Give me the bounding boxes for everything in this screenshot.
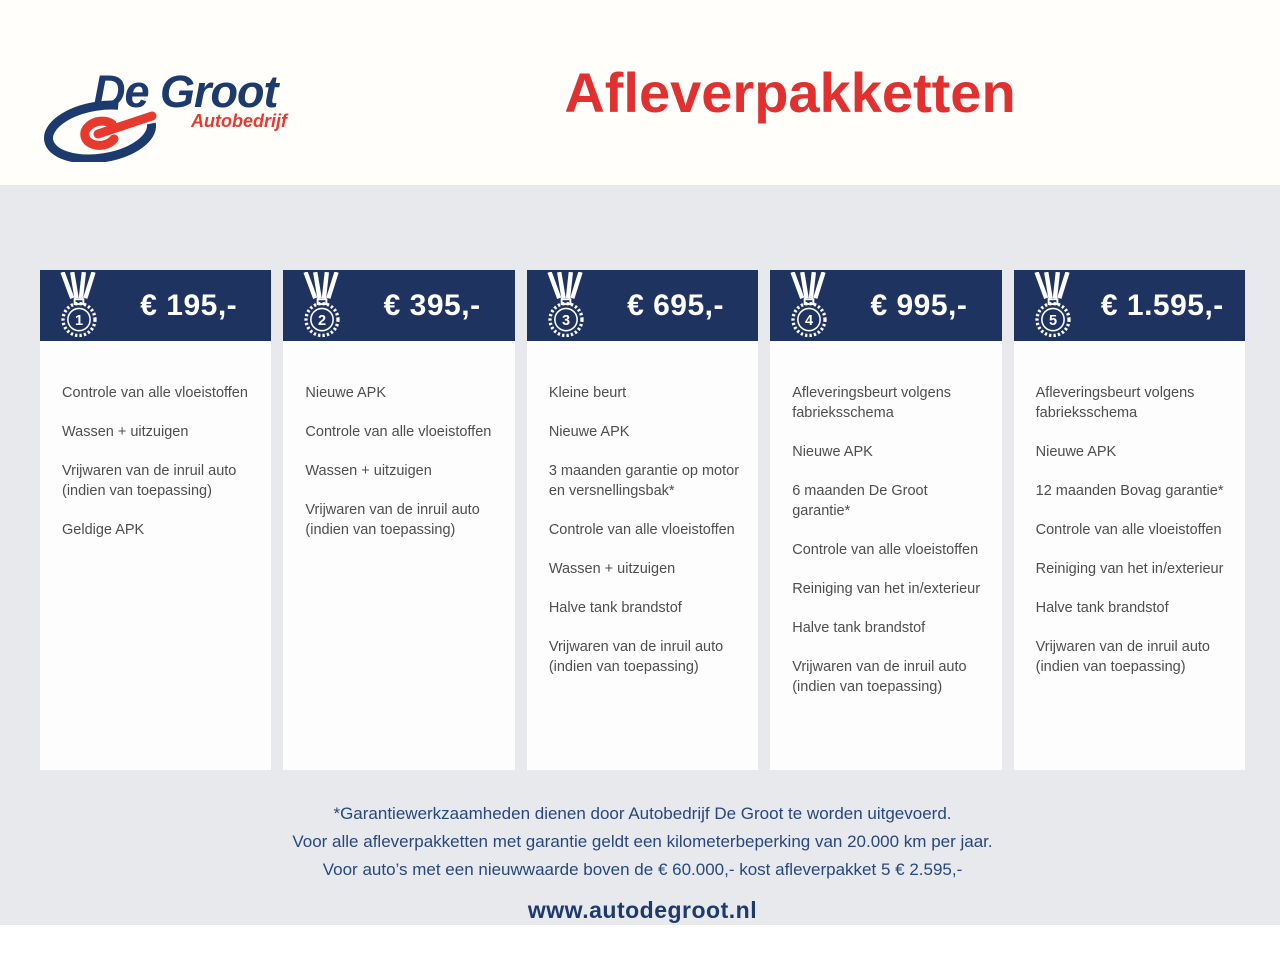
- package-header: 1 € 195,-: [40, 270, 272, 341]
- package-card-4: 4 € 995,- Afleveringsbeurt volgens fabriek…: [770, 270, 1002, 770]
- package-item: Reiniging van het in/exterieur: [1035, 561, 1224, 577]
- package-card-3: 3 € 695,- Kleine beurt Nieuwe APK 3 maanden …: [526, 270, 759, 770]
- package-item: Afleveringsbeurt volgens fabrieksschema: [1035, 385, 1195, 421]
- medal-number: 2: [318, 312, 326, 328]
- package-item: Nieuwe APK: [1035, 444, 1117, 460]
- medal-icon: 5: [1034, 271, 1071, 337]
- package-item: 3 maanden garantie op motor en versnelli…: [548, 463, 740, 499]
- package-price: € 995,-: [870, 288, 968, 322]
- medal-number: 5: [1049, 312, 1057, 328]
- package-items: Kleine beurt Nieuwe APK 3 maanden garantie…: [526, 341, 759, 770]
- package-item: 6 maanden De Groot garantie*: [792, 483, 928, 519]
- header: De Groot Autobedrijf Afleverpakketten: [0, 0, 1280, 185]
- package-item: Geldige APK: [62, 522, 145, 538]
- package-price: € 395,-: [383, 288, 481, 322]
- package-item: Wassen + uitzuigen: [305, 463, 432, 479]
- package-card-2: 2 € 395,- Nieuwe APK Controle van alle vloe…: [283, 270, 515, 770]
- logo: De Groot Autobedrijf: [0, 0, 300, 185]
- package-item: Afleveringsbeurt volgens fabrieksschema: [792, 385, 952, 421]
- packages-section: 1 € 195,- Controle van alle vloeistoffen Wa…: [0, 185, 1280, 925]
- package-item: Halve tank brandstof: [1035, 600, 1169, 616]
- package-header: 5 € 1.595,-: [1013, 270, 1246, 341]
- package-item: Vrijwaren van de inruil auto (indien van…: [548, 639, 724, 675]
- package-item: Controle van alle vloeistoffen: [305, 424, 492, 440]
- page-title: Afleverpakketten: [564, 61, 1016, 124]
- medal-icon: 3: [547, 271, 584, 337]
- package-item: Wassen + uitzuigen: [62, 424, 189, 440]
- package-item: Controle van alle vloeistoffen: [62, 385, 248, 401]
- package-item: Vrijwaren van de inruil auto (indien van…: [792, 659, 967, 695]
- bottom-band: [0, 925, 1280, 960]
- package-header: 3 € 695,-: [526, 270, 759, 341]
- package-item: Nieuwe APK: [548, 424, 630, 440]
- package-item: Controle van alle vloeistoffen: [548, 522, 735, 538]
- package-items: Controle van alle vloeistoffen Wassen + u…: [40, 341, 272, 770]
- footnote-line: Voor auto’s met een nieuwwaarde boven de…: [322, 860, 963, 879]
- package-item: Nieuwe APK: [305, 385, 387, 401]
- logo-swoosh-icon: [43, 100, 157, 162]
- medal-number: 1: [75, 312, 83, 328]
- package-card-1: 1 € 195,- Controle van alle vloeistoffen Wa…: [40, 270, 272, 770]
- medal-number: 4: [805, 312, 813, 328]
- package-item: Wassen + uitzuigen: [548, 561, 676, 577]
- package-item: 12 maanden Bovag garantie*: [1035, 483, 1224, 499]
- package-item: Controle van alle vloeistoffen: [792, 542, 979, 558]
- package-item: Vrijwaren van de inruil auto (indien van…: [62, 463, 237, 499]
- footnote-line: Voor alle afleverpakketten met garantie …: [292, 832, 993, 851]
- package-item: Kleine beurt: [548, 385, 627, 401]
- package-item: Vrijwaren van de inruil auto (indien van…: [305, 502, 480, 538]
- package-item: Reiniging van het in/exterieur: [792, 581, 981, 597]
- logo-subtitle: Autobedrijf: [191, 111, 287, 131]
- medal-icon: 1: [60, 271, 97, 337]
- package-cards: 1 € 195,- Controle van alle vloeistoffen Wa…: [40, 270, 1246, 770]
- package-item: Nieuwe APK: [792, 444, 873, 460]
- title-area: Afleverpakketten: [300, 0, 1280, 185]
- footnote-line: *Garantiewerkzaamheden dienen door Autob…: [333, 804, 952, 823]
- website-link[interactable]: www.autodegroot.nl: [527, 897, 758, 923]
- package-items: Afleveringsbeurt volgens fabrieksschema N…: [1013, 341, 1246, 770]
- package-header: 4 € 995,-: [770, 270, 1002, 341]
- medal-icon: 4: [790, 271, 827, 337]
- logo-name: De Groot: [93, 66, 279, 117]
- package-price: € 1.595,-: [1100, 288, 1224, 322]
- package-item: Vrijwaren van de inruil auto (indien van…: [1035, 639, 1210, 675]
- footnotes: *Garantiewerkzaamheden dienen door Autob…: [40, 800, 1245, 884]
- package-items: Nieuwe APK Controle van alle vloeistoffen…: [283, 341, 515, 770]
- package-header: 2 € 395,-: [283, 270, 515, 341]
- package-item: Controle van alle vloeistoffen: [1035, 522, 1222, 538]
- package-card-5: 5 € 1.595,- Afleveringsbeurt volgens fabri…: [1013, 270, 1246, 770]
- medal-icon: 2: [303, 271, 341, 337]
- medal-number: 3: [562, 312, 570, 328]
- package-price: € 195,-: [140, 288, 238, 322]
- package-price: € 695,-: [627, 288, 724, 322]
- package-item: Halve tank brandstof: [792, 620, 926, 636]
- package-item: Halve tank brandstof: [548, 600, 682, 616]
- package-items: Afleveringsbeurt volgens fabrieksschema N…: [770, 341, 1002, 770]
